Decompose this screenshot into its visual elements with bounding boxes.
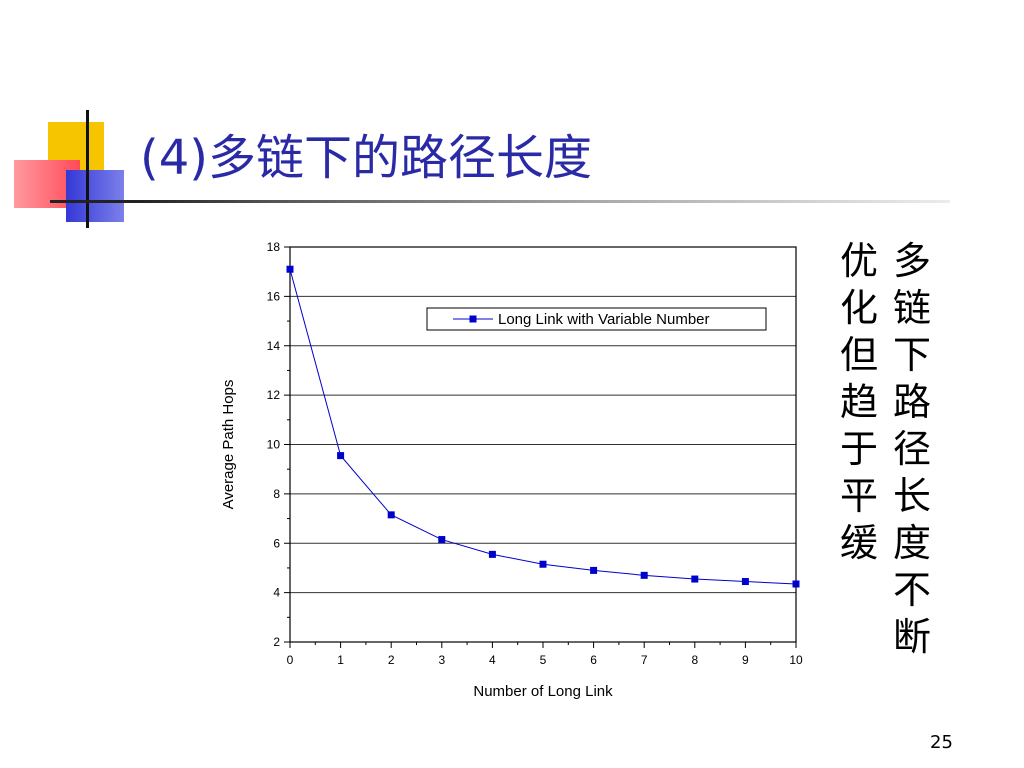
x-tick-label: 8 [691, 653, 698, 667]
data-point [438, 536, 446, 544]
y-tick-label: 16 [267, 289, 281, 303]
data-point [691, 575, 699, 583]
data-point [539, 560, 547, 568]
slide-title: (4)多链下的路径长度 [140, 130, 592, 186]
y-axis-label: Average Path Hops [220, 380, 237, 510]
y-tick-label: 10 [267, 438, 281, 452]
chart-legend: Long Link with Variable Number [426, 307, 767, 331]
data-point [741, 578, 749, 586]
x-tick-label: 7 [641, 653, 648, 667]
vertical-decor-line [86, 110, 89, 228]
data-point [590, 566, 598, 574]
x-tick-label: 3 [438, 653, 445, 667]
data-point [286, 265, 294, 273]
y-tick-label: 14 [267, 339, 281, 353]
x-tick-label: 4 [489, 653, 496, 667]
blue-decor-square [66, 170, 124, 222]
legend-marker-sample [469, 315, 477, 323]
x-axis-label: Number of Long Link [473, 683, 613, 700]
x-tick-label: 2 [388, 653, 395, 667]
x-tick-label: 10 [789, 653, 803, 667]
vertical-note-column-2: 优化但趋于平缓 [839, 239, 878, 565]
data-point [640, 571, 648, 579]
x-tick-label: 1 [337, 653, 344, 667]
legend-label: Long Link with Variable Number [498, 311, 710, 328]
y-tick-label: 4 [273, 586, 280, 600]
title-underline [50, 200, 950, 203]
y-tick-label: 12 [267, 388, 281, 402]
y-tick-label: 2 [273, 635, 280, 649]
x-tick-label: 0 [287, 653, 294, 667]
data-point [792, 580, 800, 588]
x-tick-label: 5 [540, 653, 547, 667]
y-tick-label: 18 [267, 240, 281, 254]
y-tick-label: 8 [273, 487, 280, 501]
y-tick-label: 6 [273, 536, 280, 550]
x-tick-label: 6 [590, 653, 597, 667]
x-tick-label: 9 [742, 653, 749, 667]
legend-box [426, 307, 767, 331]
data-point [387, 511, 395, 519]
data-point [337, 452, 345, 460]
vertical-note-column-1: 多链下路径长度不断 [892, 239, 931, 659]
data-point [488, 550, 496, 558]
page-number: 25 [930, 732, 953, 753]
